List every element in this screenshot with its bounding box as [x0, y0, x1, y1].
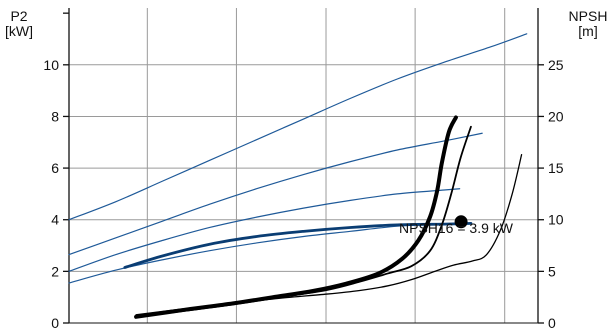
series-line-2 [68, 132, 483, 256]
series-group [68, 33, 528, 319]
operating-point-group [454, 215, 468, 229]
right-tick-label: 5 [548, 263, 556, 279]
series-line-5 [123, 221, 473, 269]
right-axis-title: NPSH [569, 8, 608, 24]
left-axis-unit: [kW] [5, 23, 33, 39]
left-tick-label: 2 [51, 263, 59, 279]
left-axis-ticks: 0 2 4 6 8 10 [43, 12, 69, 330]
right-axis-ticks: 0 5 10 15 20 25 [538, 57, 564, 330]
right-axis-unit: [m] [578, 23, 597, 39]
left-tick-label: 10 [43, 57, 59, 73]
operating-point-marker [454, 215, 468, 229]
left-tick-label: 4 [51, 212, 59, 228]
series-line-1 [68, 33, 528, 221]
grid-lines [68, 8, 538, 324]
left-tick-label: 0 [51, 315, 59, 330]
left-axis-title: P2 [10, 8, 27, 24]
series-line-3 [68, 188, 461, 272]
left-tick-label: 8 [51, 108, 59, 124]
left-tick-label: 6 [51, 160, 59, 176]
right-tick-label: 10 [548, 212, 564, 228]
right-tick-label: 0 [548, 315, 556, 330]
right-tick-label: 15 [548, 160, 564, 176]
right-tick-label: 20 [548, 108, 564, 124]
npsh-annotation: NPSH16 = 3.9 kW [399, 220, 514, 236]
series-line-8 [135, 154, 523, 316]
right-tick-label: 25 [548, 57, 564, 73]
